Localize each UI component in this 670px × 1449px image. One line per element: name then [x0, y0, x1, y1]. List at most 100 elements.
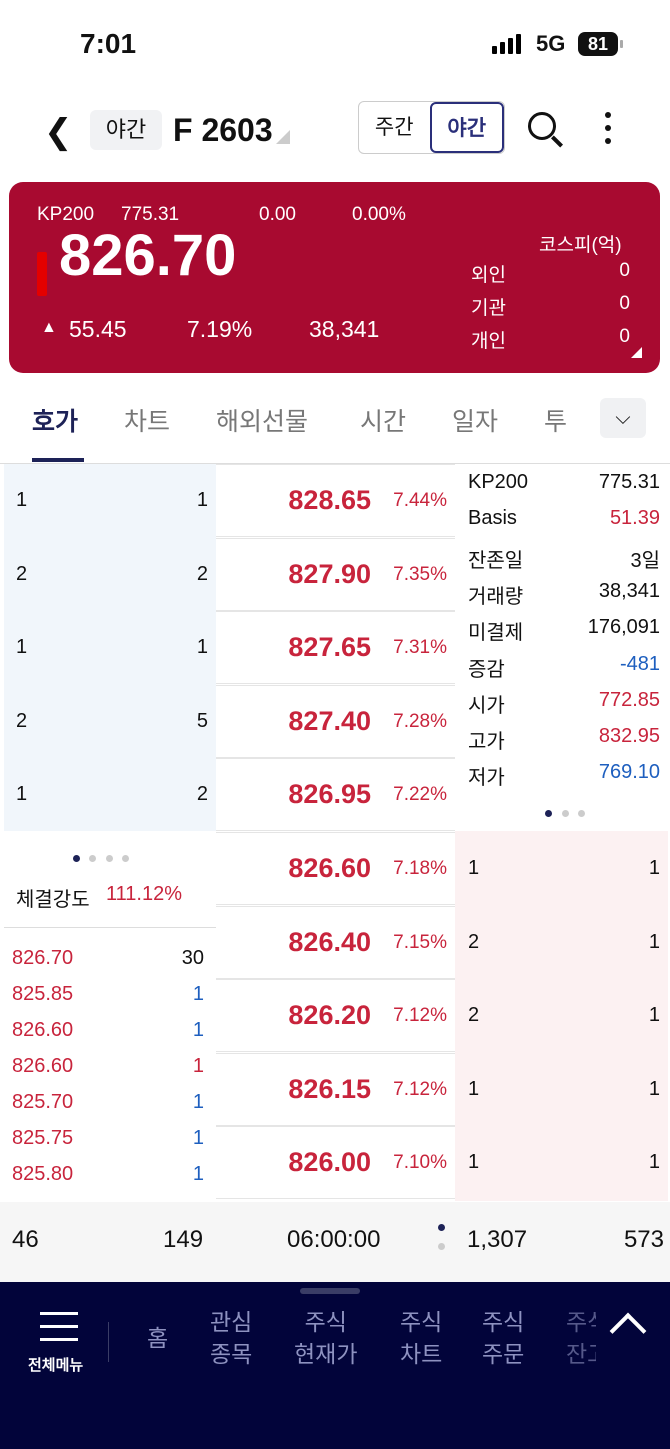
tab-chart[interactable]: 차트 — [124, 408, 171, 436]
order-count: 1 — [468, 857, 480, 879]
rate: 7.10% — [393, 1152, 447, 1174]
toggle-night[interactable]: 야간 — [429, 102, 504, 153]
page-dot[interactable] — [578, 810, 585, 817]
page-dot[interactable] — [562, 810, 569, 817]
tab-investor[interactable]: 투 — [544, 408, 568, 436]
investor-value: 0 — [619, 260, 630, 281]
chevron-down-icon[interactable]: ⌵ — [600, 398, 646, 438]
price: 826.15 — [288, 1073, 371, 1104]
rate: 7.22% — [393, 784, 447, 806]
current-price: 826.70 — [59, 223, 237, 288]
tab-orderbook[interactable]: 호가 — [32, 408, 79, 436]
order-quantity: 5 — [196, 709, 208, 732]
ask-total: 46 — [12, 1226, 39, 1253]
page-dot[interactable] — [438, 1224, 445, 1231]
nav-watchlist[interactable]: 관심 종목 — [210, 1309, 253, 1367]
bid-price-row[interactable]: 826.60 7.18% — [216, 832, 455, 905]
hamburger-icon[interactable] — [40, 1312, 78, 1351]
drag-handle[interactable] — [300, 1288, 360, 1294]
session-toggle[interactable]: 주간 야간 — [358, 101, 505, 154]
expand-corner-icon[interactable] — [631, 347, 642, 358]
order-quantity: 1 — [648, 857, 660, 879]
rate: 7.31% — [393, 637, 447, 659]
order-count: 1 — [468, 1151, 480, 1174]
price: 826.60 — [288, 853, 371, 883]
nav-stock-chart[interactable]: 주식 차트 — [400, 1309, 443, 1367]
more-icon[interactable] — [605, 112, 611, 144]
ask-price-row[interactable]: 827.40 7.28% — [216, 684, 455, 758]
price: 827.90 — [288, 558, 371, 589]
page-dot[interactable] — [106, 855, 113, 862]
order-count: 2 — [468, 930, 480, 953]
info-label: Basis — [468, 507, 517, 530]
bid-price-row[interactable]: 826.15 7.12% — [216, 1052, 455, 1126]
index-rate: 0.00% — [352, 204, 406, 225]
strength-label: 체결강도 — [16, 889, 90, 911]
nav-stock-balance[interactable]: 주식 잔고 — [566, 1309, 596, 1367]
tab-overseas-futures[interactable]: 해외선물 — [216, 408, 309, 436]
page-dot[interactable] — [73, 855, 80, 862]
info-value: 51.39 — [609, 507, 660, 530]
chevron-up-icon[interactable] — [609, 1312, 647, 1350]
all-menu-label[interactable]: 전체메뉴 — [28, 1357, 84, 1374]
page-dot[interactable] — [545, 810, 552, 817]
investor-title: 코스피(억) — [539, 235, 622, 256]
rate: 7.44% — [393, 490, 447, 511]
bid-quantity-panel — [455, 831, 668, 1201]
trade-quantity: 1 — [192, 1127, 204, 1149]
order-count: 1 — [16, 783, 28, 806]
rate: 7.15% — [393, 931, 447, 953]
ask-price-row[interactable]: 828.65 7.44% — [216, 464, 455, 537]
order-quantity: 1 — [648, 1077, 660, 1100]
network-label: 5G — [536, 31, 566, 56]
search-icon[interactable] — [528, 112, 556, 140]
info-value: 832.95 — [598, 725, 660, 748]
order-quantity: 1 — [648, 1004, 660, 1027]
order-quantity: 1 — [648, 930, 660, 953]
page-dot[interactable] — [122, 855, 129, 862]
page-dot[interactable] — [438, 1243, 445, 1250]
toggle-day[interactable]: 주간 — [374, 116, 414, 139]
price: 826.95 — [288, 779, 371, 810]
info-value: 38,341 — [598, 579, 660, 602]
ask-price-row[interactable]: 826.95 7.22% — [216, 758, 455, 832]
bid-price-row[interactable]: 826.00 7.10% — [216, 1126, 455, 1200]
order-count: 2 — [16, 709, 28, 732]
investor-value: 0 — [619, 293, 630, 314]
dropdown-corner-icon[interactable] — [276, 130, 290, 144]
tab-time[interactable]: 시간 — [360, 408, 407, 436]
page-dot[interactable] — [89, 855, 96, 862]
order-quantity: 1 — [196, 489, 208, 511]
bid-price-row[interactable]: 826.40 7.15% — [216, 905, 455, 979]
price-change: 55.45 — [69, 316, 127, 342]
ask-count: 149 — [163, 1226, 204, 1253]
info-label: 증감 — [468, 658, 505, 681]
nav-stock-price[interactable]: 주식 현재가 — [294, 1309, 358, 1367]
order-count: 1 — [468, 1077, 480, 1100]
investor-value: 0 — [619, 326, 630, 347]
candle-icon — [37, 252, 47, 296]
instrument-code[interactable]: F 2603 — [173, 112, 273, 148]
rate: 7.18% — [393, 858, 447, 879]
trade-quantity: 1 — [192, 1055, 204, 1077]
ask-quantity-panel — [4, 464, 216, 831]
quote-card: KP200 775.31 0.00 0.00% 826.70 ▲ 55.45 7… — [9, 182, 660, 373]
active-tab-indicator — [32, 458, 84, 462]
ask-price-row[interactable]: 827.65 7.31% — [216, 611, 455, 685]
order-count: 2 — [16, 562, 28, 585]
divider — [108, 1322, 109, 1362]
bid-price-row[interactable]: 826.20 7.12% — [216, 979, 455, 1053]
nav-stock-order[interactable]: 주식 주문 — [482, 1309, 525, 1367]
trade-price: 826.70 — [12, 947, 74, 969]
investor-label: 외인 — [471, 265, 506, 286]
bid-total: 1,307 — [467, 1226, 528, 1253]
order-count: 1 — [16, 636, 28, 659]
order-count: 1 — [16, 489, 28, 511]
nav-home[interactable]: 홈 — [147, 1325, 169, 1351]
tab-daily[interactable]: 일자 — [452, 408, 499, 436]
price: 826.40 — [288, 926, 371, 957]
ask-price-row[interactable]: 827.90 7.35% — [216, 537, 455, 611]
market-time: 06:00:00 — [287, 1226, 381, 1253]
trade-price: 826.60 — [12, 1055, 74, 1077]
back-icon[interactable]: ❮ — [44, 113, 73, 151]
